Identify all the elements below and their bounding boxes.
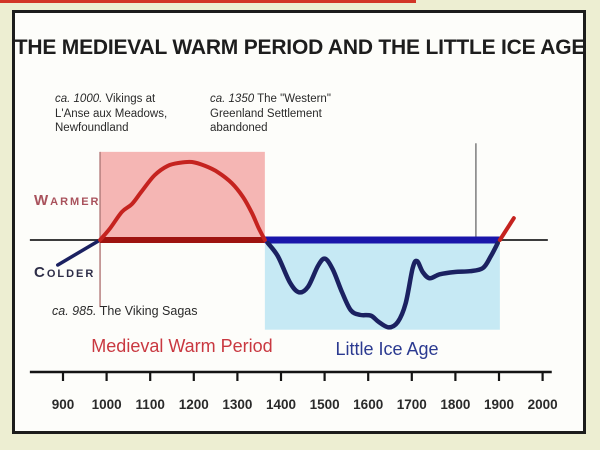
x-tick-label-1100: 1100 — [136, 397, 165, 412]
medieval-warm-period-label: Medieval Warm Period — [91, 336, 273, 356]
annotation-sagas-text: The Viking Sagas — [99, 304, 198, 318]
x-tick-label-1000: 1000 — [92, 397, 122, 412]
annotation-greenland-date: ca. 1350 — [210, 93, 255, 105]
annotation-greenland-1350: ca. 1350 The "Western" Greenland Settlem… — [210, 92, 352, 136]
little-ice-age-curve — [265, 240, 500, 330]
medieval-warm-period-curve — [98, 159, 267, 242]
top-red-progress-line — [0, 0, 416, 3]
x-tick-label-1900: 1900 — [484, 397, 514, 412]
annotation-sagas-date: ca. 985. — [52, 304, 97, 318]
x-tick-label-1500: 1500 — [310, 397, 340, 412]
little-ice-age-label: Little Ice Age — [335, 339, 439, 359]
annotation-greenland-text: The "Western" Greenland Settlement aband… — [210, 93, 331, 135]
x-tick-label-1300: 1300 — [222, 397, 252, 412]
x-tick-label-1700: 1700 — [397, 397, 427, 412]
pre-medieval-lead-in-curve — [56, 238, 102, 267]
page-title: THE MEDIEVAL WARM PERIOD AND THE LITTLE … — [14, 36, 586, 59]
colder-axis-label: Colder — [34, 264, 96, 281]
x-tick-label-2000: 2000 — [528, 397, 558, 412]
x-tick-label-900: 900 — [52, 397, 75, 412]
modern-warming-curve — [497, 216, 516, 242]
warm-period-region — [100, 151, 265, 240]
x-tick-label-1400: 1400 — [266, 397, 296, 412]
annotation-viking-sagas-985: ca. 985. The Viking Sagas — [52, 303, 272, 319]
warmer-axis-label: Warmer — [34, 192, 101, 209]
x-tick-label-1200: 1200 — [179, 397, 209, 412]
annotation-vikings-1000: ca. 1000. Vikings at L'Anse aux Meadows,… — [55, 92, 183, 136]
x-tick-label-1600: 1600 — [353, 397, 383, 412]
x-tick-label-1800: 1800 — [440, 397, 470, 412]
annotation-vikings-date: ca. 1000. — [55, 93, 103, 105]
cold-period-region — [264, 240, 500, 330]
annotation-vikings-text: Vikings at L'Anse aux Meadows, Newfoundl… — [55, 93, 168, 135]
